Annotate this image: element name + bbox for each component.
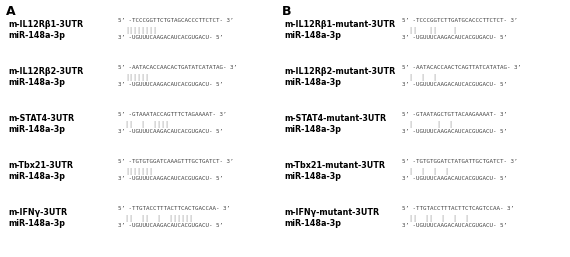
Text: 5’ -TTGTACCTTTACTTCACTGACCAA- 3’: 5’ -TTGTACCTTTACTTCACTGACCAA- 3’ bbox=[118, 206, 230, 211]
Text: 3’ -UGUUUCAAGACAUCACGUGACU- 5’: 3’ -UGUUUCAAGACAUCACGUGACU- 5’ bbox=[118, 129, 223, 134]
Text: m-IL12Rβ1-mutant-3UTR: m-IL12Rβ1-mutant-3UTR bbox=[284, 20, 395, 29]
Text: 5’ -TCCCGGTTCTGTAGCACCCTТCTCT- 3’: 5’ -TCCCGGTTCTGTAGCACCCTТCTCT- 3’ bbox=[118, 18, 234, 23]
Text: 5’ -TCCCGGТCTTGATGCACCCTТCTCT- 3’: 5’ -TCCCGGТCTTGATGCACCCTТCTCT- 3’ bbox=[402, 18, 518, 23]
Text: miR-148a-3p: miR-148a-3p bbox=[284, 31, 341, 40]
Text: 5’ -TGTGTGGATCTATGATTGCTGATCT- 3’: 5’ -TGTGTGGATCTATGATTGCTGATCT- 3’ bbox=[402, 159, 518, 164]
Text: 3’ -UGUUUCAAGACAUCACGUGACU- 5’: 3’ -UGUUUCAAGACAUCACGUGACU- 5’ bbox=[402, 82, 507, 87]
Text: m-Tbx21-3UTR: m-Tbx21-3UTR bbox=[8, 161, 73, 170]
Text: m-STAT4-mutant-3UTR: m-STAT4-mutant-3UTR bbox=[284, 114, 386, 123]
Text: 5’ -AATACACCAACTCAGTTATCATATAG- 3’: 5’ -AATACACCAACTCAGTTATCATATAG- 3’ bbox=[402, 65, 521, 70]
Text: |  |  |: | | | bbox=[409, 74, 437, 81]
Text: A: A bbox=[6, 5, 15, 18]
Text: m-STAT4-3UTR: m-STAT4-3UTR bbox=[8, 114, 74, 123]
Text: ||  ||  |  ||||||: || || | |||||| bbox=[125, 215, 193, 222]
Text: 3’ -UGUUUCAAGACAUCACGUGACU- 5’: 3’ -UGUUUCAAGACAUCACGUGACU- 5’ bbox=[118, 176, 223, 181]
Text: |      |  |: | | | bbox=[409, 121, 453, 128]
Text: ||   ||    |: || || | bbox=[409, 27, 457, 34]
Text: miR-148a-3p: miR-148a-3p bbox=[8, 172, 65, 181]
Text: miR-148a-3p: miR-148a-3p bbox=[284, 219, 341, 228]
Text: ||  ||  |  |  |: || || | | | bbox=[409, 215, 469, 222]
Text: ||||||||: |||||||| bbox=[125, 27, 157, 34]
Text: miR-148a-3p: miR-148a-3p bbox=[284, 125, 341, 134]
Text: B: B bbox=[282, 5, 291, 18]
Text: ||||||: |||||| bbox=[125, 74, 149, 81]
Text: 3’ -UGUUUCAAGACAUCACGUGACU- 5’: 3’ -UGUUUCAAGACAUCACGUGACU- 5’ bbox=[402, 176, 507, 181]
Text: 3’ -UGUUUCAAGACAUCACGUGACU- 5’: 3’ -UGUUUCAAGACAUCACGUGACU- 5’ bbox=[118, 82, 223, 87]
Text: ||  |  ||||: || | |||| bbox=[125, 121, 169, 128]
Text: miR-148a-3p: miR-148a-3p bbox=[284, 78, 341, 87]
Text: 5’ -TGTGTGGATCAAAGTTТGCTGATCT- 3’: 5’ -TGTGTGGATCAAAGTTТGCTGATCT- 3’ bbox=[118, 159, 234, 164]
Text: m-Tbx21-mutant-3UTR: m-Tbx21-mutant-3UTR bbox=[284, 161, 385, 170]
Text: |  |  |  |: | | | | bbox=[409, 168, 449, 175]
Text: m-IL12Rβ2-3UTR: m-IL12Rβ2-3UTR bbox=[8, 67, 83, 76]
Text: m-IL12Rβ2-mutant-3UTR: m-IL12Rβ2-mutant-3UTR bbox=[284, 67, 395, 76]
Text: miR-148a-3p: miR-148a-3p bbox=[8, 31, 65, 40]
Text: 3’ -UGUUUCAAGACAUCACGUGACU- 5’: 3’ -UGUUUCAAGACAUCACGUGACU- 5’ bbox=[402, 223, 507, 228]
Text: m-IL12Rβ1-3UTR: m-IL12Rβ1-3UTR bbox=[8, 20, 83, 29]
Text: |||||||: ||||||| bbox=[125, 168, 153, 175]
Text: 3’ -UGUUUCAAGACAUCACGUGACU- 5’: 3’ -UGUUUCAAGACAUCACGUGACU- 5’ bbox=[402, 35, 507, 40]
Text: miR-148a-3p: miR-148a-3p bbox=[284, 172, 341, 181]
Text: 3’ -UGUUUCAAGACAUCACGUGACU- 5’: 3’ -UGUUUCAAGACAUCACGUGACU- 5’ bbox=[402, 129, 507, 134]
Text: 3’ -UGUUUCAAGACAUCACGUGACU- 5’: 3’ -UGUUUCAAGACAUCACGUGACU- 5’ bbox=[118, 223, 223, 228]
Text: miR-148a-3p: miR-148a-3p bbox=[8, 78, 65, 87]
Text: m-IFNγ-mutant-3UTR: m-IFNγ-mutant-3UTR bbox=[284, 208, 379, 217]
Text: m-IFNγ-3UTR: m-IFNγ-3UTR bbox=[8, 208, 67, 217]
Text: miR-148a-3p: miR-148a-3p bbox=[8, 219, 65, 228]
Text: miR-148a-3p: miR-148a-3p bbox=[8, 125, 65, 134]
Text: 5’ -AATACACCAACACTGATATCATATAG- 3’: 5’ -AATACACCAACACTGATATCATATAG- 3’ bbox=[118, 65, 237, 70]
Text: 5’ -TTGTACCTTTACTTCTCAGTCCAA- 3’: 5’ -TTGTACCTTTACTTCTCAGTCCAA- 3’ bbox=[402, 206, 514, 211]
Text: 5’ -GTAAATACCAGTTTCTAGAAAAT- 3’: 5’ -GTAAATACCAGTTTCTAGAAAAT- 3’ bbox=[118, 112, 226, 117]
Text: 3’ -UGUUUCAAGACAUCACGUGACU- 5’: 3’ -UGUUUCAAGACAUCACGUGACU- 5’ bbox=[118, 35, 223, 40]
Text: 5’ -GTAATAGCTGTTACAAGAAAAT- 3’: 5’ -GTAATAGCTGTTACAAGAAAAT- 3’ bbox=[402, 112, 507, 117]
